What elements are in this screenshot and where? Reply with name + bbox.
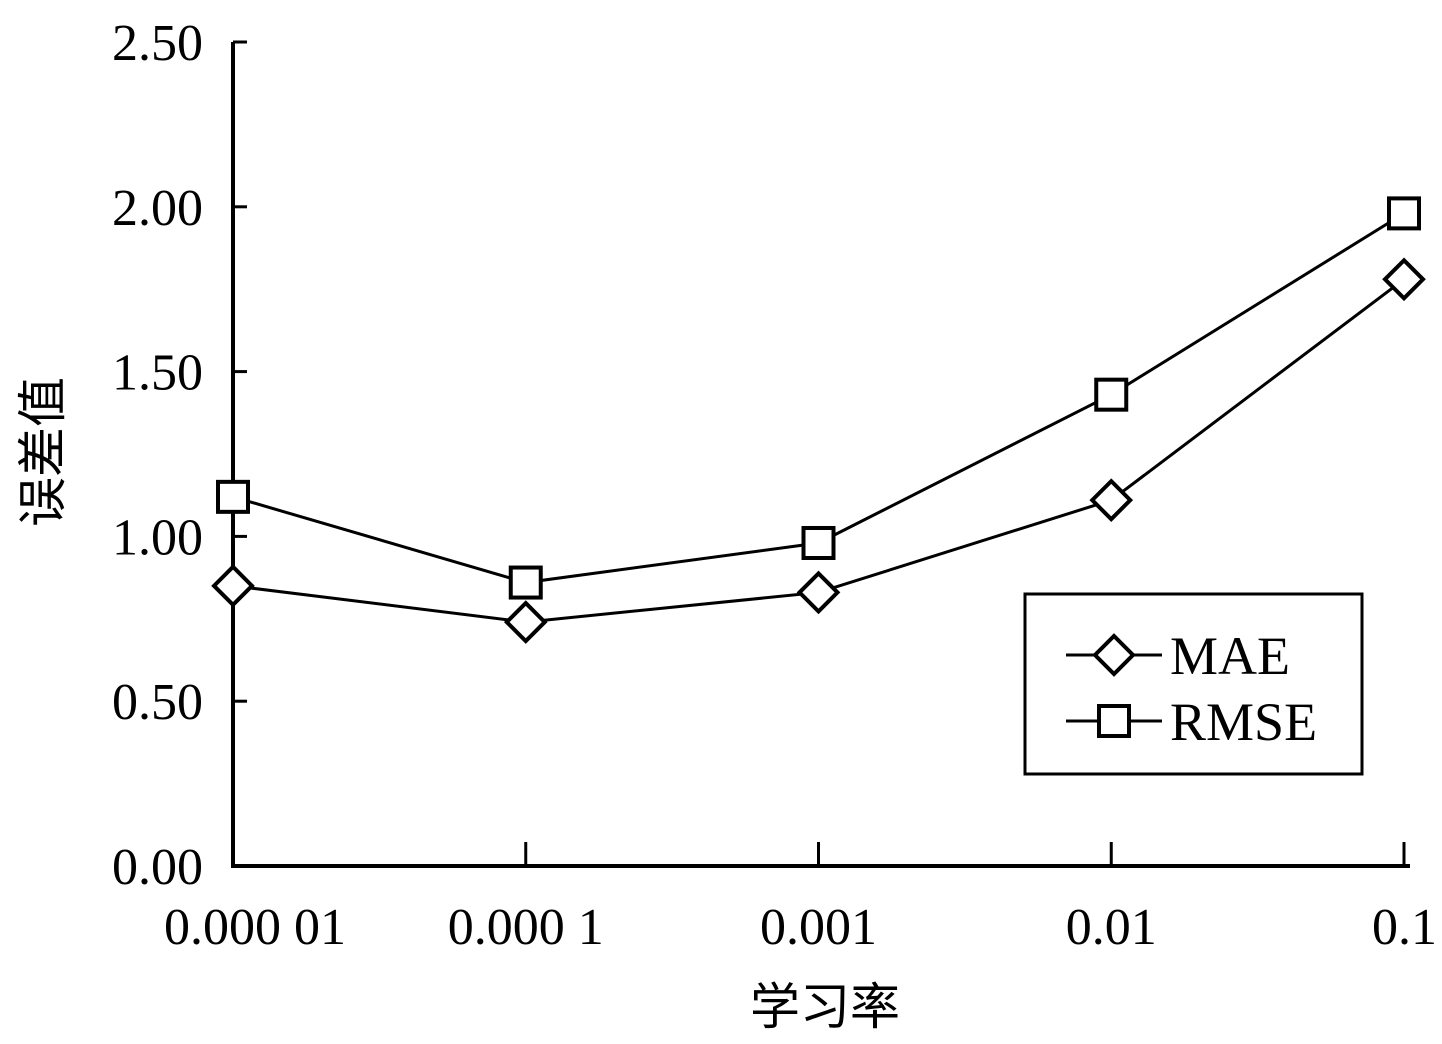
data-point-diamond	[211, 564, 255, 608]
x-tick-label: 0.000 01	[164, 899, 346, 956]
x-ticks: 0.000 01 0.000 1 0.001 0.01 0.1	[164, 842, 1437, 956]
y-tick-label: 2.50	[112, 15, 203, 72]
data-point-diamond	[1089, 478, 1134, 522]
y-tick-label: 2.00	[112, 180, 203, 237]
data-point-square	[1094, 377, 1129, 412]
legend-label: MAE	[1170, 626, 1290, 686]
data-point-square	[801, 525, 836, 560]
legend-item: RMSE	[1066, 692, 1317, 752]
legend-marker	[1097, 704, 1131, 738]
x-tick-label: 0.01	[1066, 899, 1157, 956]
legend-marker	[1092, 633, 1136, 677]
series-rmse	[216, 196, 1421, 600]
series-mae	[211, 257, 1426, 644]
data-point-square	[508, 565, 543, 600]
legend-label: RMSE	[1170, 692, 1317, 752]
y-tick-label: 1.50	[112, 345, 203, 402]
x-tick-label: 0.000 1	[448, 899, 604, 956]
data-point-square	[216, 479, 250, 514]
y-tick-label: 1.00	[112, 509, 203, 566]
x-tick-label: 0.1	[1372, 899, 1437, 956]
data-point-square	[1387, 196, 1421, 231]
data-point-diamond	[796, 570, 841, 615]
x-tick-label: 0.001	[760, 899, 877, 956]
y-tick-label: 0.00	[112, 839, 203, 896]
y-tick-label: 0.50	[112, 674, 203, 731]
y-ticks: 0.00 0.50 1.00 1.50 2.00 2.50	[112, 15, 247, 896]
y-axis-title: 误差值	[15, 377, 71, 527]
legend-box	[1023, 592, 1364, 776]
axes	[231, 42, 1410, 868]
x-axis-title: 学习率	[750, 979, 900, 1035]
series-layer	[211, 196, 1426, 644]
data-point-diamond	[503, 600, 548, 644]
data-point-diamond	[1382, 257, 1426, 302]
legend-item: MAE	[1066, 626, 1290, 686]
